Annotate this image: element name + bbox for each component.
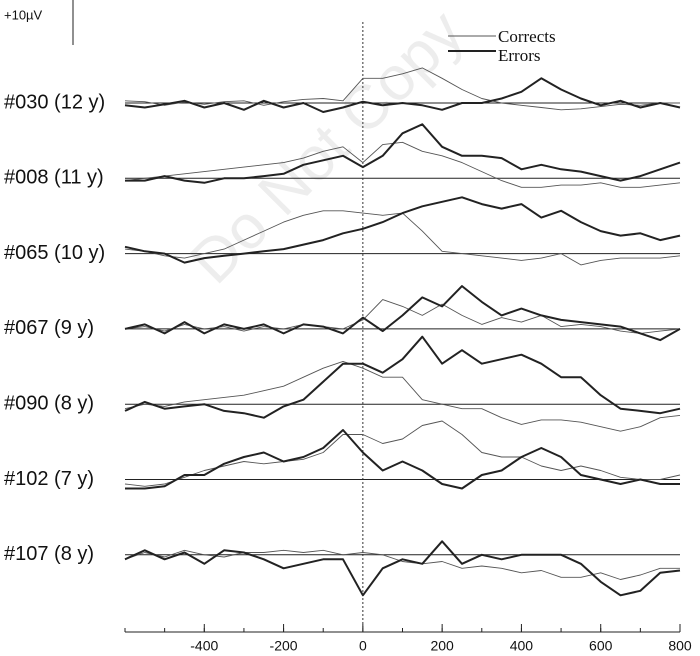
x-tick-label: 400 [510,638,534,654]
waveform [125,123,681,184]
waveform [124,285,681,342]
waveform [124,77,681,113]
panel-label: #065 (10 y) [4,242,105,264]
legend-label: Errors [498,46,540,65]
panel-label: #090 (8 y) [4,392,94,414]
waveform [124,67,680,111]
waveform [124,549,680,580]
waveform [124,540,681,597]
panel-label: #067 (9 y) [4,317,94,339]
panel-label: #102 (7 y) [4,468,94,490]
x-tick-label: 0 [359,638,367,654]
waveform [124,420,681,487]
waveform [124,141,681,188]
panel-label: #030 (12 y) [4,91,105,113]
x-tick-label: 600 [589,638,613,654]
waveform [124,335,681,419]
watermark: Do Not Copy [177,0,477,297]
waveform [125,429,680,490]
waveform [124,196,681,264]
x-tick-label: 200 [430,638,454,654]
panel-label: #008 (11 y) [4,167,104,189]
waveform [124,360,681,432]
panel-label: #107 (8 y) [4,543,94,565]
x-tick-label: -400 [190,638,218,654]
scale-label: +10µV [4,7,43,22]
legend-label: Corrects [498,27,556,46]
x-tick-label: 800 [668,638,692,654]
x-tick-label: -200 [270,638,298,654]
